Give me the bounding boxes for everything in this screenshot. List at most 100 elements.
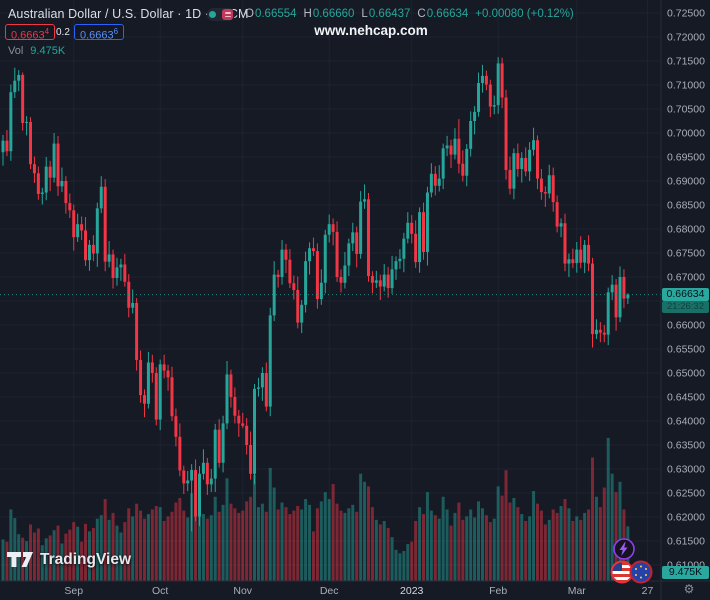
candle-body [186, 480, 190, 484]
candle-body [253, 388, 257, 474]
candle-body [256, 387, 260, 389]
candle-body [386, 274, 390, 289]
candle-body [190, 469, 194, 481]
price-gridlines: 0.72500 0.72000 0.71500 0.71000 0.70500 0.700… [0, 8, 705, 572]
candle-wick [375, 270, 377, 289]
buy-price-button[interactable]: 0.66636 [74, 24, 125, 42]
candle-body [68, 203, 72, 211]
low-value: 0.66437 [368, 8, 411, 20]
volume-bar [453, 512, 457, 581]
volume-bar [36, 528, 40, 581]
volume-bar [48, 535, 52, 581]
candle-body [449, 145, 453, 155]
volume-bar [154, 505, 158, 581]
tradingview-logo[interactable]: TradingView [7, 551, 131, 569]
volume-bar [146, 514, 150, 581]
volume-bar [296, 505, 300, 581]
candle-body [84, 230, 88, 261]
volume-bar [253, 474, 257, 581]
candle-body [158, 364, 162, 420]
volume-bar [225, 478, 229, 581]
price-tick-label: 0.68000 [667, 224, 705, 236]
volume-bar [445, 509, 449, 581]
volume-bar [170, 511, 174, 581]
candle-body [296, 289, 300, 323]
volume-bar [135, 503, 139, 581]
candle-body [492, 105, 496, 107]
candle-body [382, 274, 386, 287]
volume-bar [591, 457, 594, 581]
volume-bar [158, 507, 162, 581]
currency-pair-flags-icon[interactable] [607, 558, 657, 591]
candle-body [457, 138, 461, 164]
candle-body [217, 429, 221, 463]
volume-bar [402, 551, 406, 581]
volume-bar [264, 511, 268, 581]
volume-bar [68, 529, 72, 581]
candle-body [579, 249, 583, 263]
price-tick-label: 0.63500 [667, 440, 705, 452]
price-tick-label: 0.61500 [667, 536, 705, 548]
axis-settings-gear-icon[interactable]: ⚙ [683, 582, 695, 596]
candle-body [374, 280, 378, 283]
symbol-title[interactable]: Australian Dollar / U.S. Dollar · 1D · F… [8, 7, 249, 21]
volume-bar [44, 538, 48, 581]
sell-price-button[interactable]: 0.66634 [5, 24, 56, 42]
candle-body [618, 277, 622, 318]
candle-body [131, 302, 135, 308]
candle-body [48, 166, 52, 178]
volume-bar [492, 518, 496, 581]
bar-countdown: 21:26:32 [662, 301, 709, 313]
price-tick-label: 0.71500 [667, 56, 705, 68]
volume-bar [575, 516, 579, 581]
candle-body [422, 212, 426, 253]
volume-bar [308, 504, 312, 581]
price-tick-label: 0.64000 [667, 416, 705, 428]
quick-action-lightning-icon[interactable] [612, 537, 636, 566]
candle-body [555, 202, 559, 227]
volume-bar [217, 511, 221, 581]
volume-bar [1, 539, 5, 581]
volume-bar [221, 504, 225, 581]
volume-bar [618, 481, 622, 581]
candle-body [500, 63, 504, 98]
volume-bar [535, 503, 539, 581]
volume-bar [213, 496, 217, 581]
volume-bar [414, 520, 418, 581]
candle-body [480, 75, 484, 84]
volume-bar [606, 437, 610, 581]
volume-bar [166, 516, 170, 581]
volume-bar [524, 520, 528, 581]
volume-bar [359, 473, 363, 581]
candle-body [17, 74, 21, 81]
candle-body [209, 478, 213, 485]
candle-wick [595, 319, 597, 339]
volume-bar [9, 509, 13, 581]
volume-bar [91, 527, 95, 581]
candle-body [437, 178, 441, 186]
candle-body [323, 234, 327, 283]
candle-body [99, 186, 103, 209]
volume-bar [508, 502, 512, 581]
candle-body [87, 244, 91, 261]
volume-label: Vol [8, 45, 24, 57]
candle-body [543, 192, 547, 194]
candle-body [327, 224, 331, 235]
time-tick-label: 2023 [400, 585, 424, 597]
candle-body [221, 423, 225, 463]
volume-bar [484, 515, 488, 581]
candle-body [477, 83, 481, 112]
candle-body [591, 263, 594, 335]
volume-bar [84, 523, 88, 581]
volume-bar [579, 519, 583, 581]
volume-bar [87, 531, 91, 581]
volume-bar [532, 490, 536, 581]
volume-bar [52, 530, 56, 581]
market-status-toggle[interactable] [207, 8, 235, 21]
candle-body [528, 149, 532, 172]
candle-body [115, 267, 119, 278]
candle-body [44, 166, 48, 193]
candle-body [166, 370, 170, 378]
